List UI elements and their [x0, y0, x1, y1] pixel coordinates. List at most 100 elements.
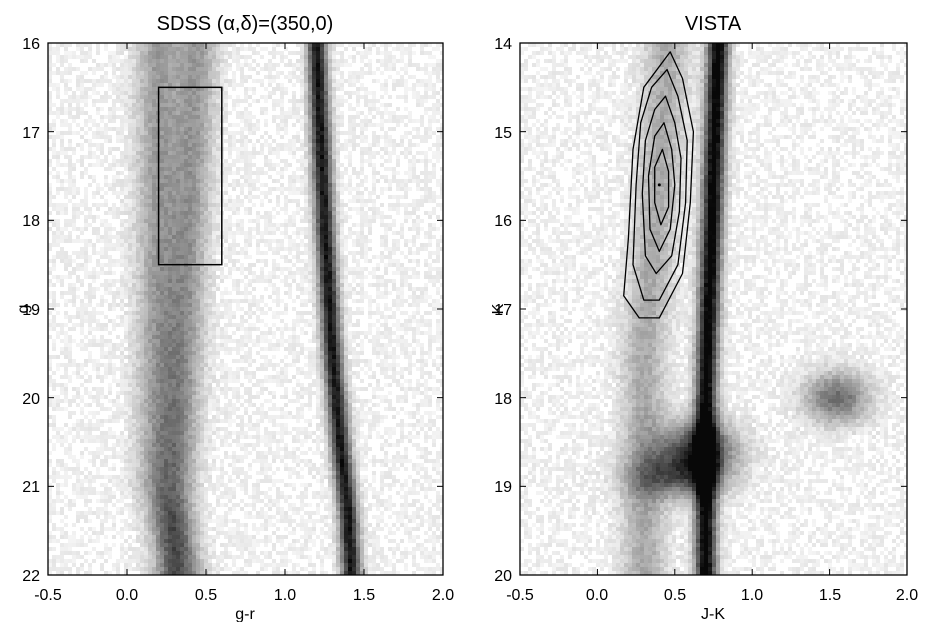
sdss-density-cell	[212, 167, 216, 171]
sdss-density-cell	[152, 175, 156, 179]
sdss-density-cell	[228, 83, 232, 87]
sdss-density-cell	[412, 267, 416, 271]
sdss-density-cell	[312, 219, 316, 223]
sdss-density-cell	[220, 75, 224, 79]
sdss-density-cell	[320, 71, 324, 75]
sdss-density-cell	[300, 83, 304, 87]
sdss-density-cell	[324, 311, 328, 315]
sdss-density-cell	[304, 171, 308, 175]
sdss-density-cell	[64, 107, 68, 111]
sdss-density-cell	[284, 275, 288, 279]
sdss-density-cell	[280, 255, 284, 259]
sdss-density-cell	[184, 111, 188, 115]
sdss-density-cell	[268, 199, 272, 203]
sdss-density-cell	[120, 295, 124, 299]
sdss-density-cell	[428, 95, 432, 99]
sdss-density-cell	[104, 43, 108, 47]
sdss-density-cell	[272, 267, 276, 271]
sdss-density-cell	[204, 271, 208, 275]
sdss-density-cell	[364, 203, 368, 207]
sdss-density-cell	[140, 107, 144, 111]
sdss-density-cell	[164, 143, 168, 147]
sdss-density-cell	[312, 119, 316, 123]
sdss-density-cell	[80, 95, 84, 99]
sdss-density-cell	[196, 215, 200, 219]
sdss-density-cell	[152, 131, 156, 135]
sdss-density-cell	[312, 207, 316, 211]
sdss-density-cell	[164, 203, 168, 207]
sdss-density-cell	[212, 307, 216, 311]
sdss-density-cell	[164, 179, 168, 183]
sdss-density-cell	[400, 303, 404, 307]
sdss-density-cell	[436, 127, 440, 131]
sdss-density-cell	[228, 299, 232, 303]
sdss-density-cell	[228, 195, 232, 199]
sdss-density-cell	[436, 135, 440, 139]
sdss-density-cell	[132, 87, 136, 91]
sdss-density-cell	[368, 239, 372, 243]
sdss-density-cell	[84, 99, 88, 103]
sdss-density-cell	[188, 227, 192, 231]
sdss-density-cell	[336, 199, 340, 203]
sdss-density-cell	[332, 43, 336, 47]
sdss-density-cell	[320, 135, 324, 139]
sdss-density-cell	[244, 183, 248, 187]
sdss-density-cell	[280, 51, 284, 55]
sdss-density-cell	[184, 99, 188, 103]
sdss-density-cell	[424, 95, 428, 99]
sdss-density-cell	[200, 79, 204, 83]
sdss-density-cell	[348, 191, 352, 195]
sdss-density-cell	[368, 43, 372, 47]
sdss-density-cell	[116, 47, 120, 51]
sdss-density-cell	[228, 147, 232, 151]
sdss-density-cell	[96, 99, 100, 103]
sdss-density-cell	[348, 143, 352, 147]
sdss-density-cell	[332, 139, 336, 143]
sdss-density-cell	[160, 159, 164, 163]
sdss-density-cell	[84, 295, 88, 299]
sdss-density-cell	[308, 255, 312, 259]
sdss-density-cell	[308, 71, 312, 75]
sdss-density-cell	[408, 59, 412, 63]
sdss-density-cell	[312, 255, 316, 259]
sdss-density-cell	[376, 51, 380, 55]
sdss-density-cell	[352, 171, 356, 175]
sdss-density-cell	[236, 179, 240, 183]
sdss-density-cell	[240, 71, 244, 75]
sdss-density-cell	[116, 183, 120, 187]
sdss-density-cell	[68, 127, 72, 131]
sdss-density-cell	[408, 203, 412, 207]
sdss-density-cell	[104, 175, 108, 179]
sdss-density-cell	[276, 131, 280, 135]
sdss-density-cell	[404, 67, 408, 71]
sdss-density-cell	[48, 127, 52, 131]
sdss-density-cell	[432, 87, 436, 91]
sdss-density-cell	[260, 143, 264, 147]
sdss-density-cell	[304, 159, 308, 163]
sdss-density-cell	[244, 175, 248, 179]
sdss-density-cell	[120, 95, 124, 99]
sdss-density-cell	[108, 163, 112, 167]
sdss-density-cell	[80, 283, 84, 287]
sdss-density-cell	[200, 303, 204, 307]
sdss-density-cell	[52, 135, 56, 139]
sdss-density-cell	[376, 59, 380, 63]
sdss-density-cell	[428, 115, 432, 119]
sdss-density-cell	[244, 155, 248, 159]
sdss-density-cell	[228, 227, 232, 231]
sdss-density-cell	[180, 207, 184, 211]
sdss-density-cell	[88, 175, 92, 179]
sdss-density-cell	[272, 179, 276, 183]
sdss-density-cell	[168, 195, 172, 199]
sdss-density-cell	[284, 311, 288, 315]
sdss-density-cell	[124, 67, 128, 71]
sdss-density-cell	[324, 203, 328, 207]
sdss-density-cell	[144, 195, 148, 199]
sdss-density-cell	[204, 247, 208, 251]
sdss-density-cell	[352, 199, 356, 203]
sdss-density-cell	[56, 187, 60, 191]
sdss-density-cell	[92, 143, 96, 147]
sdss-density-cell	[264, 243, 268, 247]
sdss-density-cell	[184, 51, 188, 55]
sdss-density-cell	[160, 179, 164, 183]
